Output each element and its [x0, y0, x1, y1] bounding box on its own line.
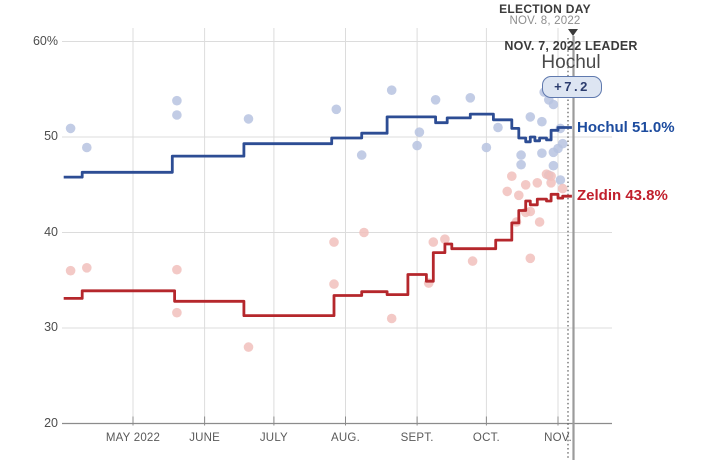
hochul-poll-dot [430, 95, 441, 105]
hochul-poll-dot [516, 150, 526, 160]
leader-name: Hochul [541, 52, 601, 73]
zeldin-poll-dot [467, 256, 478, 266]
x-axis-label: OCT. [472, 432, 500, 444]
hochul-poll-dot [331, 104, 342, 115]
zeldin-poll-dot [502, 186, 512, 197]
zeldin-poll-dot [440, 234, 450, 244]
zeldin-poll-dot [532, 178, 543, 188]
y-axis-label: 60% [32, 33, 58, 48]
y-axis-label: 20 [44, 415, 58, 430]
zeldin-series-label: Zeldin 43.8% [577, 187, 668, 204]
zeldin-poll-dot [546, 178, 556, 188]
leader-margin-badge: +7.2 [542, 76, 602, 98]
x-axis-label: JUNE [189, 432, 221, 444]
hochul-poll-dot [243, 114, 254, 124]
hochul-trend-line [63, 112, 572, 179]
zeldin-poll-dot [329, 279, 339, 289]
zeldin-poll-dot [82, 263, 92, 273]
hochul-poll-dot [548, 160, 559, 171]
x-axis-label: SEPT. [400, 432, 434, 444]
hochul-poll-dot [412, 140, 422, 151]
hochul-poll-dot [465, 93, 476, 103]
zeldin-poll-dot [359, 227, 369, 238]
zeldin-poll-dot [520, 180, 531, 190]
hochul-poll-dot [525, 112, 536, 122]
zeldin-poll-dot [514, 190, 524, 201]
zeldin-poll-dot [525, 206, 536, 217]
hochul-poll-dot [548, 99, 559, 110]
hochul-poll-dot [537, 116, 547, 127]
zeldin-poll-dot [534, 217, 545, 227]
hochul-poll-dot [82, 142, 92, 153]
hochul-poll-dot [481, 142, 492, 153]
zeldin-poll-dot [172, 307, 182, 318]
y-axis-label: 30 [44, 320, 58, 334]
zeldin-poll-dot [546, 171, 556, 181]
hochul-poll-dot [172, 95, 182, 106]
zeldin-poll-dot [65, 265, 76, 276]
zeldin-poll-dot [525, 253, 536, 264]
y-axis-label: 40 [44, 224, 58, 239]
x-axis-label: NOV. [544, 432, 572, 444]
zeldin-poll-dot [507, 171, 517, 181]
zeldin-poll-dot [386, 313, 397, 324]
zeldin-poll-dot [243, 342, 254, 352]
x-axis-label: JULY [259, 432, 288, 444]
zeldin-poll-dot [172, 264, 182, 275]
hochul-poll-dot [555, 175, 566, 185]
election-day-arrow-icon [568, 29, 578, 36]
zeldin-poll-dot [428, 237, 439, 247]
leader-caption: NOV. 7, 2022 LEADER [504, 39, 638, 53]
x-axis-label: MAY 2022 [105, 432, 161, 444]
zeldin-trend-line [63, 192, 572, 317]
zeldin-poll-dot [329, 237, 339, 247]
hochul-poll-dot [414, 127, 425, 137]
hochul-poll-dot [65, 123, 76, 134]
hochul-series-label: Hochul 51.0% [577, 119, 675, 136]
hochul-poll-dot [493, 122, 503, 133]
hochul-poll-dot [356, 150, 367, 160]
hochul-poll-dot [557, 138, 568, 149]
x-axis-label: AUG. [331, 432, 360, 444]
hochul-poll-dot [537, 148, 547, 158]
election-day-date: NOV. 8, 2022 [509, 15, 581, 27]
hochul-poll-dot [172, 110, 182, 120]
zeldin-poll-dot [557, 183, 568, 194]
election-day-caption: ELECTION DAY [499, 2, 591, 16]
y-axis-label: 50 [44, 129, 58, 143]
hochul-poll-dot [386, 85, 397, 95]
hochul-poll-dot [516, 159, 526, 170]
